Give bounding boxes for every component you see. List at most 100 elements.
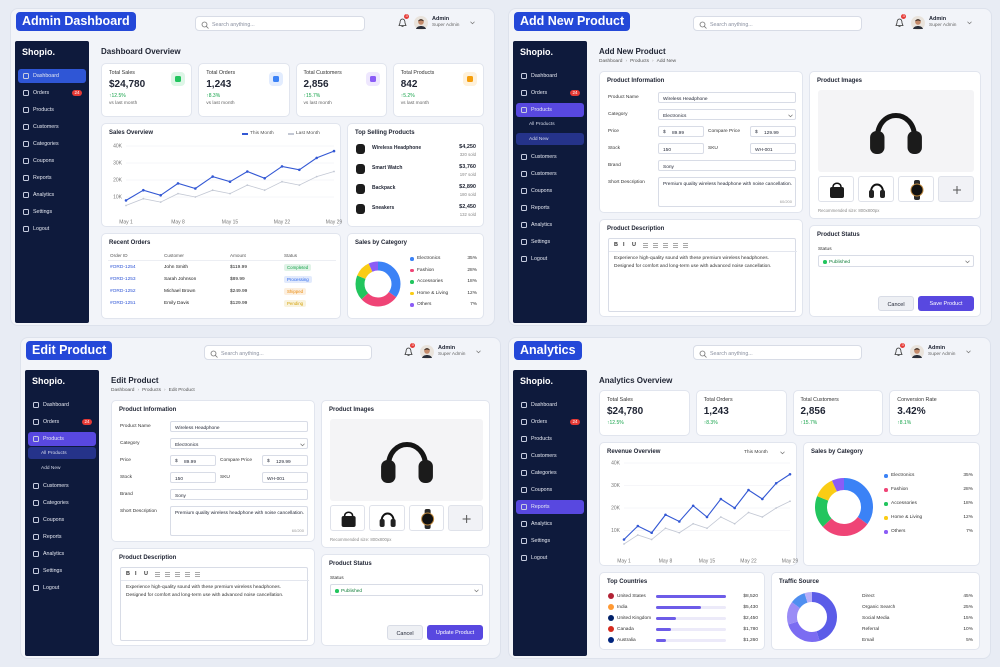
menu-item[interactable]: Orders 24 (516, 86, 584, 100)
input[interactable]: $129.99 (750, 126, 796, 137)
menu-item[interactable]: Analytics (28, 547, 96, 561)
content: Edit ProductDashboardProductsEdit Produc… (105, 372, 496, 654)
menu-item[interactable]: Products (28, 432, 96, 446)
menu-item[interactable]: Logout (18, 222, 86, 236)
menu-item[interactable]: Settings (18, 205, 86, 219)
submenu-item[interactable]: All Products (516, 118, 584, 130)
input[interactable]: $129.99 (262, 455, 308, 466)
search-box[interactable]: Search anything... (693, 16, 862, 31)
input[interactable]: $89.99 (170, 455, 216, 466)
submenu-item[interactable]: Add New (28, 462, 96, 474)
menu-item[interactable]: Dashboard (516, 398, 584, 412)
input[interactable]: Wireless Headphone (170, 421, 308, 432)
menu-item[interactable]: Coupons (516, 184, 584, 198)
menu-item[interactable]: Orders 24 (516, 415, 584, 429)
data-point (333, 170, 335, 173)
menu-item[interactable]: Reports (516, 201, 584, 215)
cancel-button[interactable]: Cancel (387, 625, 423, 640)
menu-label: Customers (531, 154, 557, 160)
menu-item[interactable]: Dashboard (28, 398, 96, 412)
menu-item[interactable]: Products (18, 103, 86, 117)
input[interactable]: Wireless Headphone (658, 92, 796, 103)
input[interactable]: WH-001 (262, 472, 308, 483)
submenu-item[interactable]: All Products (28, 447, 96, 459)
menu-item[interactable]: Logout (516, 551, 584, 565)
breadcrumb-item[interactable]: Add New (652, 59, 676, 65)
menu-item[interactable]: Orders 24 (28, 415, 96, 429)
input[interactable]: Sony (658, 160, 796, 171)
menu-item[interactable]: Categories (516, 466, 584, 480)
input[interactable]: Sony (170, 489, 308, 500)
filter-select[interactable]: This Month (740, 447, 790, 457)
menu-item[interactable]: Customers (516, 167, 584, 181)
submit-button[interactable]: Update Product (427, 625, 483, 640)
add-image-button[interactable] (447, 505, 483, 531)
menu-item[interactable]: Customers (516, 150, 584, 164)
menu-item[interactable]: Dashboard (18, 69, 86, 83)
submenu-item[interactable]: Add New (516, 133, 584, 145)
status-select[interactable]: Published (330, 584, 483, 596)
input[interactable]: 150 (658, 143, 704, 154)
menu-item[interactable]: Coupons (18, 154, 86, 168)
menu-item[interactable]: Reports (28, 530, 96, 544)
breadcrumb-item[interactable]: Dashboard (599, 59, 623, 64)
menu-item[interactable]: Categories (18, 137, 86, 151)
input[interactable]: $89.99 (658, 126, 704, 137)
menu-item[interactable]: Customers (28, 479, 96, 493)
select[interactable]: Electronics (658, 109, 796, 120)
product-info-card: Product Information Product Name Wireless … (111, 400, 315, 542)
status-select[interactable]: Published (818, 255, 974, 267)
menu-item[interactable]: Dashboard (516, 69, 584, 83)
stat-value: 842 (400, 79, 418, 90)
rich-text-editor[interactable]: B I U Experience high-quality sound with th… (120, 567, 309, 641)
button-label: Cancel (396, 630, 414, 637)
plus (462, 515, 471, 523)
menu-item[interactable]: Logout (28, 581, 96, 595)
menu-item[interactable]: Customers (516, 449, 584, 463)
menu-item[interactable]: Orders 24 (18, 86, 86, 100)
menu-item[interactable]: Analytics (516, 218, 584, 232)
select[interactable]: Electronics (170, 438, 308, 449)
menu-item[interactable]: Coupons (28, 513, 96, 527)
menu-item[interactable]: Settings (516, 534, 584, 548)
menu-item[interactable]: Analytics (516, 517, 584, 531)
input[interactable]: Premium quality wireless headphone with … (658, 177, 796, 207)
data-point (211, 189, 214, 192)
menu-item[interactable]: Logout (516, 252, 584, 266)
menu-item[interactable]: Products (516, 432, 584, 446)
menu-item[interactable]: Analytics (18, 188, 86, 202)
sidebar: Shopio. Dashboard Orders 24 Products Customer… (513, 370, 587, 656)
add-image-button[interactable] (938, 176, 974, 202)
bar-track (656, 627, 726, 631)
menu-item[interactable]: Products (516, 103, 584, 117)
menu-icon (33, 568, 39, 574)
char-counter: 60/200 (779, 199, 792, 204)
menu-item[interactable]: Reports (516, 500, 584, 514)
search-box[interactable]: Search anything... (204, 345, 372, 360)
menu-item[interactable]: Coupons (516, 483, 584, 497)
field-label: Category (608, 112, 628, 117)
field-label: SKU (708, 146, 718, 151)
menu-item[interactable]: Settings (28, 564, 96, 578)
country-name: Canada (617, 626, 634, 632)
input[interactable]: Premium quality wireless headphone with … (170, 506, 308, 536)
menu-item[interactable]: Settings (516, 235, 584, 249)
search-box[interactable]: Search anything... (693, 345, 862, 360)
menu-item[interactable]: Categories (28, 496, 96, 510)
stat-label: Total Orders (703, 397, 733, 403)
rich-text-editor[interactable]: B I U Experience high-quality sound with th… (608, 238, 797, 312)
cancel-button[interactable]: Cancel (878, 296, 914, 311)
search-box[interactable]: Search anything... (195, 16, 365, 31)
input[interactable]: WH-001 (750, 143, 796, 154)
search-icon (699, 21, 707, 29)
menu-item[interactable]: Reports (18, 171, 86, 185)
breadcrumb-item[interactable]: Dashboard (111, 388, 135, 393)
submit-button[interactable]: Save Product (918, 296, 974, 311)
breadcrumb-item[interactable]: Edit Product (164, 388, 195, 394)
breadcrumb-item[interactable]: Products (137, 388, 161, 394)
menu-label: Products (531, 107, 552, 113)
breadcrumb-item[interactable]: Products (625, 59, 649, 65)
menu-icon (23, 226, 29, 232)
input[interactable]: 150 (170, 472, 216, 483)
menu-item[interactable]: Customers (18, 120, 86, 134)
